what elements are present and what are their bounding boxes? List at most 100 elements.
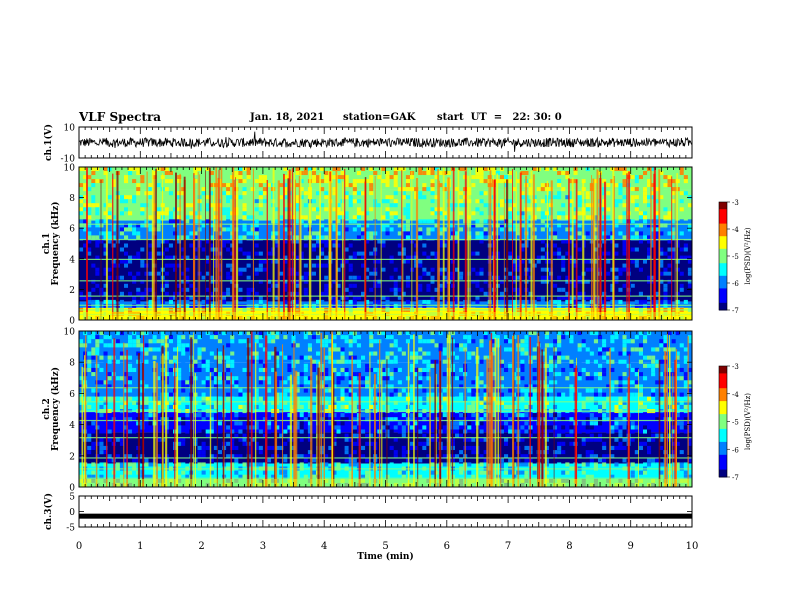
spectrogram-cell — [393, 195, 398, 200]
spectrogram-cell — [463, 347, 468, 352]
spectrogram-cell — [557, 243, 562, 248]
spectrogram-cell — [311, 376, 316, 381]
spectrogram-cell — [79, 303, 84, 308]
sferic-streak — [380, 167, 382, 320]
spectrogram-cell — [128, 396, 133, 401]
spectrogram-cell — [152, 171, 157, 176]
sferic-streak — [86, 167, 88, 320]
spectrogram-cell — [565, 363, 570, 368]
spectrogram-cell — [585, 179, 590, 184]
spectrogram-cell — [222, 271, 227, 276]
spectrogram-cell — [377, 175, 382, 180]
spectrogram-cell — [95, 339, 100, 344]
spectrogram-cell — [418, 259, 423, 264]
spectrogram-cell — [119, 191, 124, 196]
spectrogram-cell — [512, 287, 517, 292]
spectrogram-cell — [303, 211, 308, 216]
spectrogram-cell — [128, 211, 133, 216]
spectrogram-cell — [565, 355, 570, 360]
spectrogram-cell — [442, 259, 447, 264]
spectrogram-cell — [250, 400, 255, 405]
spectrogram-cell — [483, 219, 488, 224]
spectrogram-cell — [279, 303, 284, 308]
spectrogram-cell — [316, 231, 321, 236]
spectrogram-cell — [148, 191, 153, 196]
sferic-streak — [650, 167, 652, 320]
spectrogram-cell — [614, 380, 619, 385]
spectrogram-cell — [536, 291, 541, 296]
spectrogram-cell — [365, 263, 370, 268]
spectrogram-cell — [581, 367, 586, 373]
spectrogram-cell — [361, 255, 366, 260]
spectrogram-cell — [352, 355, 357, 360]
spectrogram-cell — [262, 171, 267, 176]
spectrogram-cell — [148, 339, 153, 344]
spectrogram-cell — [299, 413, 304, 418]
spectrogram-cell — [124, 291, 129, 296]
spectrogram-cell — [491, 355, 496, 360]
spectrogram-cell — [226, 355, 231, 360]
spectrogram-cell — [103, 215, 108, 220]
spectrogram-cell — [671, 335, 676, 340]
spectrogram-cell — [124, 215, 129, 220]
spectrogram-cell — [103, 243, 108, 248]
spectrogram-cell — [352, 191, 357, 196]
spectrogram-cell — [189, 183, 194, 188]
spectrogram-cell — [365, 251, 370, 256]
spectrogram-cell — [561, 275, 566, 280]
spectrogram-cell — [418, 291, 423, 296]
spectrogram-cell — [381, 215, 386, 220]
spectrogram-cell — [324, 335, 329, 340]
spectrogram-cell — [205, 367, 210, 373]
spectrogram-cell — [385, 359, 390, 364]
spectrogram-cell — [254, 380, 259, 385]
spectrogram-cell — [569, 388, 574, 393]
spectrogram-cell — [111, 263, 116, 268]
spectrogram-cell — [638, 175, 643, 180]
spectrogram-cell — [598, 392, 603, 397]
spectrogram-cell — [205, 380, 210, 385]
spectrogram-cell — [148, 251, 153, 256]
spectrogram-cell — [369, 404, 374, 410]
spectrogram-cell — [667, 175, 672, 180]
spectrogram-cell — [577, 404, 582, 410]
spectrogram-cell — [148, 331, 153, 336]
spectrogram-cell — [332, 287, 337, 292]
spectrogram-cell — [332, 175, 337, 180]
spectrogram-cell — [336, 404, 341, 410]
spectrogram-cell — [287, 396, 292, 401]
spectrogram-cell — [634, 199, 639, 204]
spectrogram-cell — [401, 259, 406, 264]
spectrogram-cell — [361, 355, 366, 360]
spectrogram-cell — [332, 347, 337, 352]
spectrogram-cell — [442, 359, 447, 364]
spectrogram-cell — [340, 351, 345, 356]
spectrogram-cell — [651, 372, 656, 377]
spectrogram-cell — [160, 167, 165, 172]
spectrogram-cell — [164, 239, 169, 244]
spectrogram-cell — [634, 187, 639, 192]
spectrogram-cell — [140, 203, 145, 208]
spectrogram-cell — [226, 195, 231, 200]
spectrogram-cell — [475, 291, 480, 296]
spectrogram-cell — [328, 404, 333, 410]
spectrogram-cell — [385, 195, 390, 200]
spectrogram-cell — [356, 171, 361, 176]
spectrogram-cell — [111, 287, 116, 292]
spectrogram-cell — [683, 404, 688, 410]
spectrogram-cell — [295, 396, 300, 401]
spectrogram-cell — [111, 167, 116, 172]
spectrogram-cell — [683, 247, 688, 252]
spectrogram-cell — [655, 396, 660, 401]
spectrogram-cell — [103, 251, 108, 256]
spectrogram-cell — [455, 331, 460, 336]
spectrogram-cell — [222, 243, 227, 248]
spectrogram-cell — [393, 191, 398, 196]
spectrogram-cell — [124, 388, 129, 393]
spectrogram-cell — [569, 207, 574, 212]
spectrogram-cell — [369, 392, 374, 397]
spectrogram-cell — [651, 207, 656, 212]
spectrogram-cell — [553, 195, 558, 200]
spectrogram-cell — [177, 223, 182, 228]
spectrogram-cell — [463, 343, 468, 348]
